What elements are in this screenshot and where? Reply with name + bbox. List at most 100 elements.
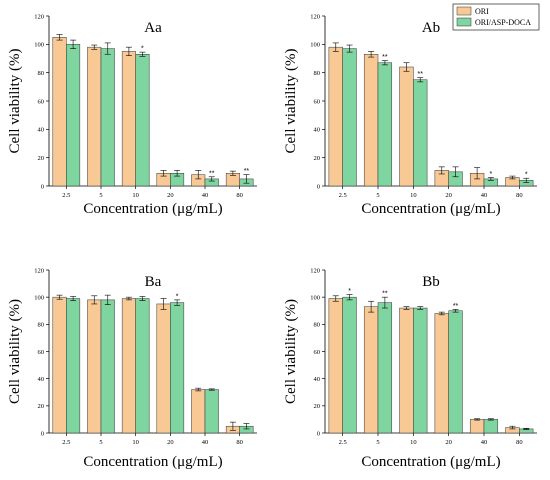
error-bar	[229, 421, 236, 431]
y-tick-label: 40	[38, 127, 45, 134]
x-tick-label: 80	[516, 192, 523, 199]
legend-label: ORI/ASP-DOCA	[475, 18, 531, 27]
error-bar	[243, 174, 250, 184]
y-tick-label: 100	[310, 42, 320, 49]
x-tick-label: 5	[99, 192, 102, 199]
significance-mark: *	[525, 172, 528, 179]
legend-swatch	[456, 6, 472, 16]
panel-label: Bb	[422, 274, 440, 290]
x-tick-label: 20	[445, 439, 452, 446]
panel-label: Aa	[144, 20, 162, 36]
significance-mark: **	[417, 71, 423, 78]
x-tick-label: 80	[236, 192, 243, 199]
y-tick-label: 120	[34, 13, 44, 20]
x-tick-label: 5	[99, 439, 102, 446]
bar-asp-doca-20	[170, 302, 185, 434]
chart-panel-ba: 0 20 40 60 80 100 120 2.5 5 10 20 40 80 * Ba Concentrat…	[7, 267, 257, 470]
x-tick-label: 10	[132, 192, 139, 199]
x-axis-title: Concentration (μg/mL)	[83, 201, 222, 217]
panel-label: Ba	[145, 274, 162, 290]
error-bar	[346, 44, 353, 53]
y-tick-label: 0	[317, 183, 320, 190]
y-tick-label: 120	[34, 267, 44, 274]
y-axis-title: Cell viability (%)	[283, 49, 299, 154]
y-tick-label: 100	[310, 294, 320, 301]
x-tick-label: 40	[481, 192, 488, 199]
bar-ori-2.5	[328, 298, 343, 434]
significance-mark: **	[453, 303, 459, 310]
bar-asp-doca-2.5	[66, 44, 81, 187]
y-tick-label: 80	[314, 322, 321, 329]
bar-ori-2.5	[52, 296, 67, 434]
x-tick-label: 5	[376, 192, 379, 199]
error-bar	[70, 39, 77, 49]
bar-ori-10	[399, 66, 414, 187]
x-tick-label: 10	[410, 439, 417, 446]
bar-asp-doca-5	[377, 302, 393, 434]
bar-ori-2.5	[52, 37, 67, 187]
error-bar	[208, 388, 215, 391]
error-bar	[139, 51, 146, 57]
bar-asp-doca-5	[100, 48, 115, 187]
y-tick-label: 0	[317, 430, 320, 437]
error-bar	[368, 51, 375, 58]
error-bar	[487, 418, 494, 421]
error-bar	[160, 298, 167, 310]
y-tick-label: 120	[310, 13, 320, 20]
legend-swatch	[456, 17, 472, 27]
bar-ori-10	[399, 307, 414, 434]
x-tick-label: 40	[481, 439, 488, 446]
y-tick-label: 0	[41, 430, 44, 437]
y-tick-label: 40	[38, 376, 45, 383]
x-tick-label: 40	[202, 439, 209, 446]
bar-ori-5	[363, 306, 379, 434]
error-bar	[160, 170, 167, 177]
y-axis-title: Cell viability (%)	[7, 299, 23, 404]
bar-ori-5	[363, 54, 379, 187]
x-tick-label: 80	[236, 439, 243, 446]
bar-asp-doca-2.5	[342, 48, 357, 187]
error-bar	[438, 311, 445, 316]
y-tick-label: 0	[41, 183, 44, 190]
significance-mark: **	[382, 291, 388, 298]
y-tick-label: 20	[314, 403, 321, 410]
bar-ori-20	[434, 313, 449, 434]
significance-mark: **	[382, 54, 388, 61]
significance-mark: *	[176, 293, 179, 300]
significance-mark: *	[490, 171, 493, 178]
bar-ori-40	[191, 389, 206, 434]
x-tick-label: 40	[202, 192, 209, 199]
x-tick-label: 2.5	[62, 439, 70, 446]
y-tick-label: 20	[38, 155, 45, 162]
x-tick-label: 20	[167, 192, 174, 199]
error-bar	[243, 423, 250, 430]
y-axis-title: Cell viability (%)	[283, 299, 299, 404]
bar-ori-5	[87, 299, 102, 434]
error-bar	[417, 77, 424, 83]
y-tick-label: 40	[314, 376, 321, 383]
y-tick-label: 40	[314, 127, 321, 134]
error-bar	[332, 295, 339, 302]
error-bar	[195, 170, 202, 180]
error-bar	[368, 300, 375, 313]
legend: ORI ORI/ASP-DOCA	[452, 3, 540, 31]
significance-mark: *	[141, 46, 144, 53]
x-tick-label: 5	[376, 439, 379, 446]
x-tick-label: 2.5	[339, 439, 347, 446]
bar-ori-2.5	[328, 46, 343, 187]
y-tick-label: 80	[38, 70, 45, 77]
error-bar	[474, 167, 481, 180]
error-bar	[56, 294, 63, 300]
y-tick-label: 60	[38, 349, 45, 356]
error-bar	[125, 296, 132, 301]
y-tick-label: 20	[38, 403, 45, 410]
error-bar	[91, 295, 98, 305]
error-bar	[56, 34, 63, 41]
panel-label: Ab	[422, 20, 440, 36]
bar-asp-doca-10	[413, 307, 428, 434]
error-bar	[403, 306, 410, 310]
error-bar	[104, 42, 111, 55]
